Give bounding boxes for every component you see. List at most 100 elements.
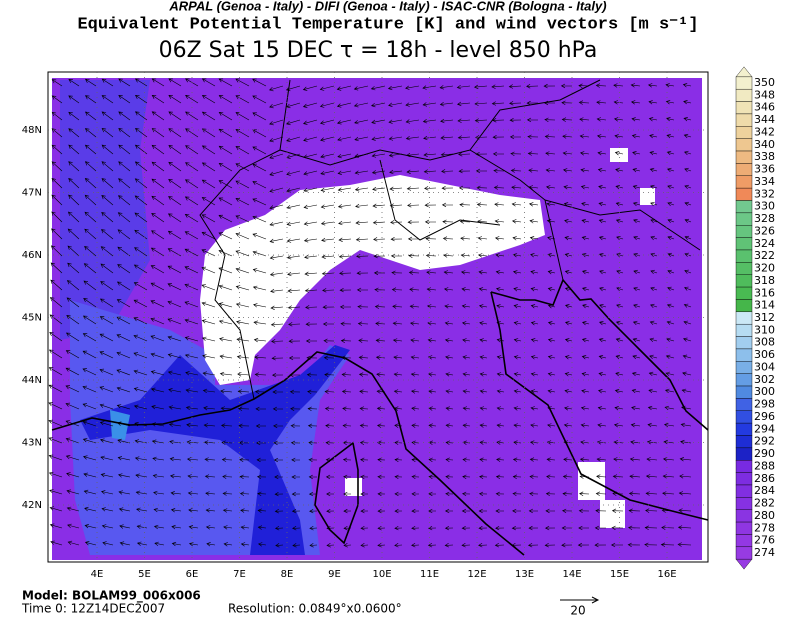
colorbar-label: 280 <box>754 509 775 522</box>
wind-arrow <box>565 304 573 309</box>
wind-arrow <box>564 389 573 394</box>
wind-arrow <box>201 78 216 87</box>
wind-arrow <box>410 338 420 343</box>
wind-arrow <box>664 405 675 411</box>
wind-arrow <box>376 406 386 411</box>
colorbar-swatch <box>735 274 753 288</box>
wind-arrow <box>479 321 488 326</box>
wind-arrow <box>528 508 539 514</box>
wind-arrow <box>341 389 352 394</box>
wind-arrow <box>613 100 624 105</box>
wind-arrow <box>185 388 199 393</box>
wind-arrow <box>581 287 590 292</box>
wind-arrow <box>372 203 386 208</box>
wind-arrow <box>597 151 607 156</box>
wind-arrow <box>627 542 641 548</box>
wind-arrow <box>529 491 539 497</box>
wind-arrow <box>168 94 182 104</box>
wind-arrow <box>377 508 386 514</box>
wind-arrow <box>613 83 624 88</box>
wind-arrow <box>307 389 318 394</box>
wind-arrow <box>666 303 675 308</box>
wind-arrow <box>546 202 556 207</box>
wind-arrow <box>443 287 454 292</box>
wind-arrow <box>84 177 97 189</box>
wind-arrow <box>425 253 437 258</box>
wind-arrow <box>201 249 216 257</box>
wind-arrow <box>321 237 335 243</box>
wind-arrow <box>547 270 556 275</box>
wind-arrow <box>632 202 641 207</box>
wind-arrow <box>580 423 590 428</box>
wind-arrow <box>237 389 250 394</box>
wind-arrow <box>457 135 471 140</box>
wind-arrow <box>342 423 352 428</box>
wind-arrow <box>422 119 437 124</box>
wind-arrow <box>84 541 97 546</box>
wind-arrow <box>579 457 590 462</box>
wind-arrow <box>51 228 63 240</box>
wind-arrow <box>615 320 624 326</box>
wind-arrow <box>408 253 420 258</box>
wind-arrow <box>257 508 267 513</box>
wind-arrow <box>684 201 692 207</box>
colorbar-swatch <box>735 348 753 362</box>
wind-arrow <box>630 423 641 428</box>
wind-arrow <box>612 474 624 479</box>
wind-arrow <box>394 525 403 531</box>
colorbar-swatch <box>735 361 753 374</box>
wind-arrow <box>371 119 386 125</box>
wind-arrow <box>218 128 233 138</box>
wind-arrow <box>492 151 505 157</box>
wind-arrow <box>564 372 573 377</box>
wind-arrow <box>101 95 114 104</box>
wind-arrow <box>411 406 420 411</box>
lat-label: 47N <box>22 188 42 199</box>
wind-arrow <box>150 265 165 274</box>
wind-arrow <box>254 372 267 377</box>
wind-arrow <box>204 457 216 462</box>
wind-arrow <box>168 196 182 206</box>
wind-arrow <box>513 355 522 360</box>
wind-arrow <box>439 101 454 107</box>
wind-arrow <box>440 118 454 124</box>
wind-arrow <box>577 542 590 548</box>
wind-arrow <box>184 353 199 359</box>
wind-arrow <box>665 371 675 376</box>
wind-arrow <box>530 338 539 343</box>
wind-arrow <box>445 355 454 360</box>
wind-arrow <box>474 118 488 123</box>
wind-arrow <box>99 351 114 359</box>
wind-arrow <box>201 179 216 189</box>
colorbar-swatch <box>735 299 753 313</box>
wind-arrow <box>302 119 318 125</box>
wind-arrow <box>360 491 368 497</box>
wind-arrow <box>201 319 216 325</box>
wind-arrow <box>439 85 454 90</box>
wind-arrow <box>633 303 641 309</box>
wind-arrow <box>337 170 352 175</box>
wind-arrow <box>359 423 369 428</box>
wind-arrow <box>394 508 403 514</box>
wind-arrow <box>666 117 675 122</box>
wind-arrow <box>373 253 386 259</box>
wind-arrow <box>372 220 386 225</box>
wind-arrow <box>391 287 403 292</box>
wind-arrow <box>218 145 233 155</box>
wind-arrow <box>545 168 556 173</box>
wind-arrow <box>645 474 658 479</box>
wind-arrow <box>377 543 386 548</box>
wind-arrow <box>630 83 641 88</box>
wind-arrow <box>358 338 369 343</box>
wind-arrow <box>336 119 352 125</box>
wind-arrow <box>325 474 335 480</box>
wind-arrow <box>48 367 63 376</box>
wind-arrow <box>83 263 97 274</box>
colorbar-label: 326 <box>754 224 775 237</box>
wind-arrow <box>168 405 182 410</box>
wind-arrow <box>679 474 692 479</box>
colorbar-label: 304 <box>754 360 775 373</box>
wind-arrow <box>460 270 471 275</box>
wind-arrow <box>48 471 63 478</box>
wind-arrow <box>442 219 454 224</box>
